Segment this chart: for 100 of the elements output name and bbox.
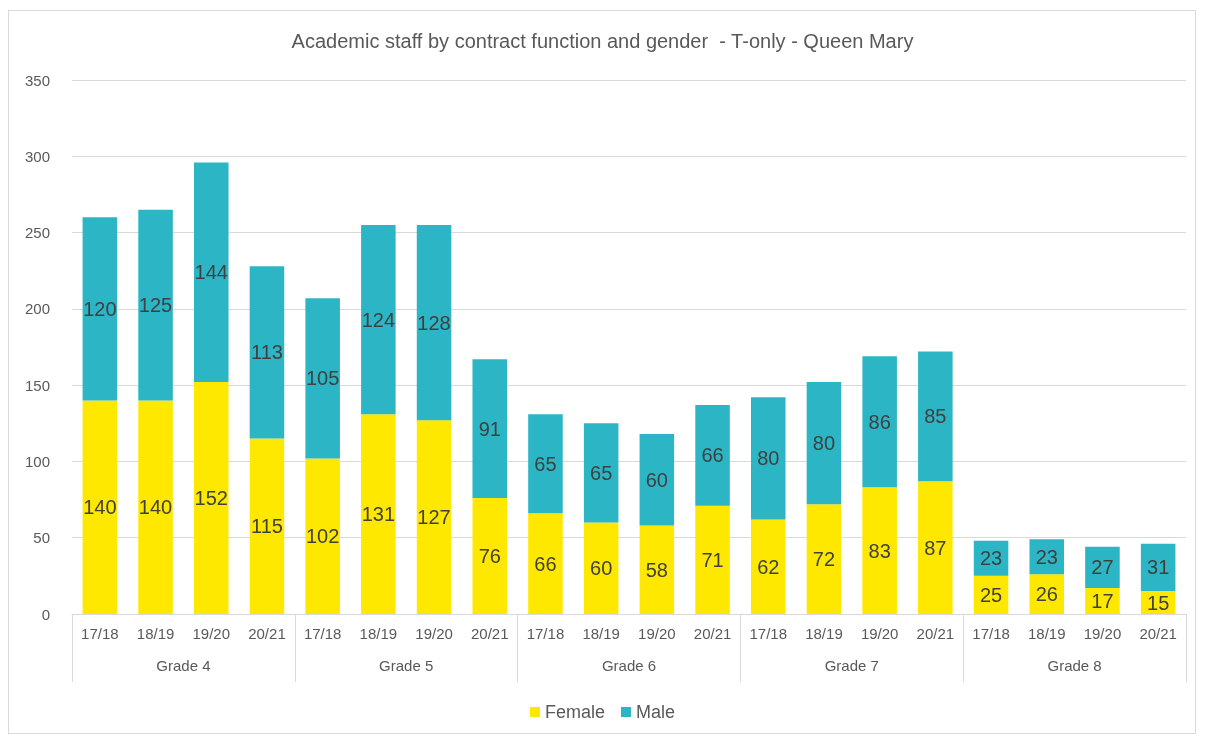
data-label: 120 [83,297,117,320]
bar [639,525,675,614]
x-tick-label: 18/19 [582,625,620,642]
x-tick-label: 19/20 [638,625,676,642]
legend-label: Female [544,702,606,722]
data-label: 87 [924,536,947,559]
data-label: 125 [138,294,173,317]
bar [639,433,675,526]
bar [193,162,229,383]
data-label: 71 [701,548,724,571]
x-tick-label: 17/18 [972,625,1010,642]
x-tick-label: 19/20 [415,625,453,642]
x-tick-label: 20/21 [470,625,509,642]
data-label: 17 [1091,590,1114,613]
bar [528,414,563,514]
text: Grade 4 [156,657,211,674]
x-tick-label: 20/21 [916,625,955,642]
x-tick-label: 17/18 [749,625,788,642]
bar [249,266,285,439]
bar [1029,574,1065,614]
text: Grade 8 [1047,657,1102,674]
data-label: 83 [868,539,891,562]
data-label: 23 [1035,545,1058,568]
x-tick-label: 18/19 [359,625,398,642]
data-label: 80 [757,447,780,470]
bar [361,224,396,415]
data-label: 124 [361,308,396,331]
text: Grade 5 [379,657,434,674]
x-tick-label: 20/21 [248,625,286,642]
data-label: 23 [979,547,1003,570]
text: Grade 6 [601,657,657,674]
bar [583,423,619,523]
x-tick-label: 19/20 [860,625,899,642]
x-tick-label: 17/18 [81,625,119,642]
bar [138,400,173,614]
bar [750,397,786,520]
bar [305,458,340,614]
data-label: 128 [417,311,451,334]
bar [416,420,452,614]
data-label: 65 [590,461,613,484]
bar [918,351,953,482]
data-label: 76 [478,545,501,568]
data-label: 58 [645,558,668,581]
y-tick-label: 100 [24,452,50,470]
data-label: 27 [1091,556,1114,579]
data-label: 140 [138,496,173,519]
data-label: 127 [417,506,451,529]
data-label: 144 [194,261,228,284]
chart-title: Academic staff by contract function and gender - T-only - Queen Mary [291,30,914,52]
bar [82,400,118,614]
text: Grade 7 [824,657,879,674]
y-tick-label: 0 [41,605,50,623]
bar [528,513,563,614]
x-tick-label: 19/20 [192,625,231,642]
data-label: 26 [1035,583,1058,606]
data-label: 105 [305,367,340,390]
x-tick-label: 18/19 [805,625,843,642]
bar [1085,546,1120,589]
x-tick-label: 18/19 [1027,625,1066,642]
data-label: 85 [924,405,947,428]
bar [472,359,508,499]
bar [806,504,842,614]
bar [138,209,173,401]
data-label: 113 [251,341,283,364]
bar [193,382,229,614]
bar [695,404,730,506]
data-label: 152 [194,487,228,510]
data-label: 66 [701,444,724,467]
data-label: 80 [812,432,836,455]
x-tick-label: 17/18 [526,625,565,642]
x-tick-label: 17/18 [303,625,342,642]
x-tick-label: 19/20 [1083,625,1122,642]
x-tick-label: 20/21 [1139,625,1177,642]
y-tick-label: 200 [24,300,50,318]
bar [862,487,897,614]
y-tick-label: 50 [33,529,50,547]
data-label: 15 [1147,591,1170,614]
x-tick-label: 18/19 [136,625,175,642]
bar [750,519,786,614]
bar [82,217,118,401]
data-label: 131 [361,503,396,526]
data-label: 31 [1147,556,1170,579]
bar [361,414,396,614]
data-label: 60 [645,468,668,491]
x-tick-label: 20/21 [693,625,732,642]
data-label: 91 [478,417,501,440]
bar [806,382,842,505]
bar [416,224,452,421]
data-label: 102 [305,525,340,548]
data-label: 65 [534,452,557,475]
data-label: 66 [534,552,557,575]
data-label: 72 [812,548,836,571]
bar [472,498,508,614]
data-label: 25 [979,583,1003,606]
y-tick-label: 150 [24,376,50,394]
bar [583,522,619,614]
bar [305,298,340,459]
bar [862,356,897,488]
y-tick-label: 300 [24,147,50,165]
bar [918,481,953,614]
